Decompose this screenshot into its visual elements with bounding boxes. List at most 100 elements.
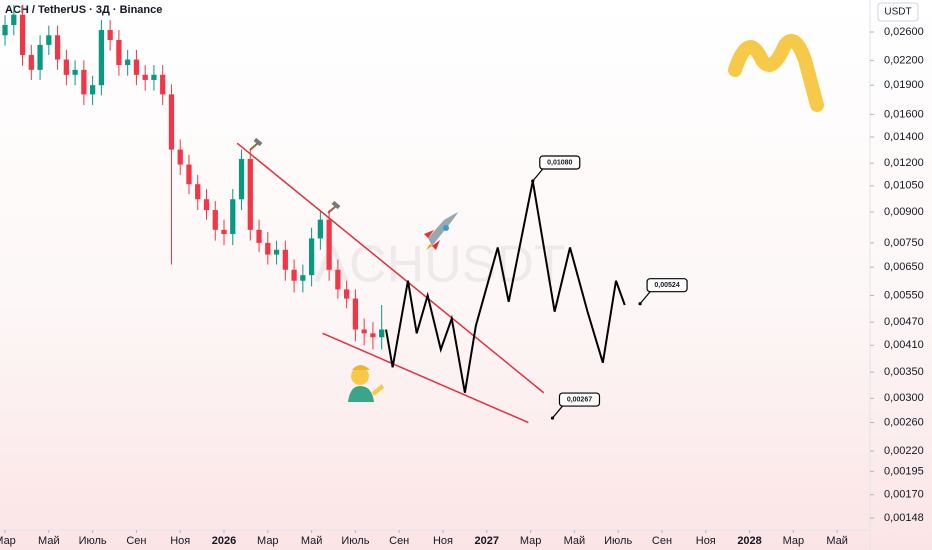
candle [212, 201, 218, 241]
x-tick-label: Май [301, 535, 323, 547]
candle-body [203, 199, 210, 211]
candle-body [2, 24, 8, 36]
candle-body [282, 249, 288, 270]
candle-body [98, 30, 105, 86]
y-tick-label: 0,01600 [884, 108, 924, 120]
candle [256, 219, 262, 253]
candle [37, 35, 43, 80]
candle-body [151, 74, 157, 80]
candle-body [168, 94, 175, 150]
x-tick-label: Ноя [433, 535, 453, 547]
chart-title: ACH / TetherUS · 3Д · Binance [5, 4, 162, 16]
candle-body [142, 74, 148, 80]
candle-body [361, 329, 367, 334]
candle [125, 49, 131, 76]
y-tick-label: 0,00195 [884, 465, 924, 477]
candle [282, 240, 288, 281]
candle [326, 210, 332, 281]
candle-body [317, 219, 323, 239]
y-tick-label: 0,00350 [884, 366, 924, 378]
candle [265, 231, 271, 265]
candle-body [116, 40, 122, 66]
price-note: 0,00267 [550, 392, 601, 420]
candle-body [326, 219, 332, 270]
y-tick-label: 0,00148 [884, 512, 924, 524]
price-note: 0,01080 [531, 155, 581, 183]
x-tick-label: Сен [126, 535, 146, 547]
candle [98, 20, 105, 96]
candle [308, 227, 315, 287]
candle [116, 30, 122, 76]
unit-box[interactable] [877, 2, 919, 22]
note-box [646, 278, 688, 293]
y-tick-label: 0,01900 [884, 79, 924, 91]
trendline [236, 142, 545, 394]
x-tick-label: Июль [604, 535, 632, 547]
candle [107, 20, 113, 51]
y-tick-label: 0,00220 [884, 445, 924, 457]
x-tick-label: 2028 [737, 535, 761, 547]
x-tick-label: Май [564, 535, 586, 547]
candle-body [265, 242, 271, 255]
candle [177, 139, 183, 175]
rocket-icon [424, 212, 458, 250]
candle [352, 289, 359, 342]
x-tick-label: Июль [341, 535, 369, 547]
candle [203, 189, 210, 220]
candle [317, 210, 323, 250]
candle [63, 49, 69, 86]
watermark: ACHUSDT [314, 236, 565, 294]
candle-body [335, 269, 341, 290]
note-label: 0,00524 [654, 282, 679, 289]
candle-body [238, 158, 245, 200]
candle-body [195, 184, 201, 200]
candle-body [81, 69, 87, 95]
candle [11, 4, 17, 36]
candle-body [72, 69, 78, 75]
candle [230, 189, 236, 246]
note-label: 0,00267 [567, 396, 592, 403]
candle-body [11, 14, 17, 25]
candle-body [273, 249, 280, 255]
logo [728, 34, 824, 112]
candle [151, 65, 157, 91]
y-tick-label: 0,00300 [884, 392, 924, 404]
candle [54, 25, 61, 70]
candle [195, 174, 201, 211]
candle [300, 264, 306, 293]
candle-body [221, 229, 227, 235]
candle [370, 322, 376, 350]
x-tick-label: Июль [79, 535, 107, 547]
candle [335, 259, 341, 299]
y-tick-label: 0,00170 [884, 489, 924, 501]
candle [247, 149, 253, 241]
candle-body [107, 30, 113, 41]
y-tick-label: 0,01050 [884, 180, 924, 192]
y-tick-label: 0,00650 [884, 261, 924, 273]
y-tick-label: 0,01400 [884, 131, 924, 143]
x-tick-label: Мар [0, 535, 16, 547]
x-tick-label: 2027 [475, 535, 499, 547]
candle [238, 149, 245, 211]
candle-body [256, 229, 262, 243]
candle-body [37, 44, 43, 70]
note-box [539, 155, 581, 170]
candle-body [160, 74, 166, 95]
candle [2, 15, 8, 46]
candle-body [133, 59, 140, 75]
price-note: 0,00524 [638, 278, 688, 306]
x-tick-label: Май [38, 535, 60, 547]
candle [19, 4, 26, 66]
y-tick-label: 0,00550 [884, 289, 924, 301]
candle-body [291, 269, 297, 281]
candle [81, 60, 87, 106]
x-tick-label: Ноя [170, 535, 190, 547]
y-tick-label: 0,01200 [884, 157, 924, 169]
y-tick-label: 0,02200 [884, 54, 924, 66]
y-tick-label: 0,00410 [884, 339, 924, 351]
y-tick-label: 0,00750 [884, 237, 924, 249]
projection-line [385, 180, 626, 393]
x-tick-label: Мар [783, 535, 805, 547]
candle [344, 280, 350, 309]
